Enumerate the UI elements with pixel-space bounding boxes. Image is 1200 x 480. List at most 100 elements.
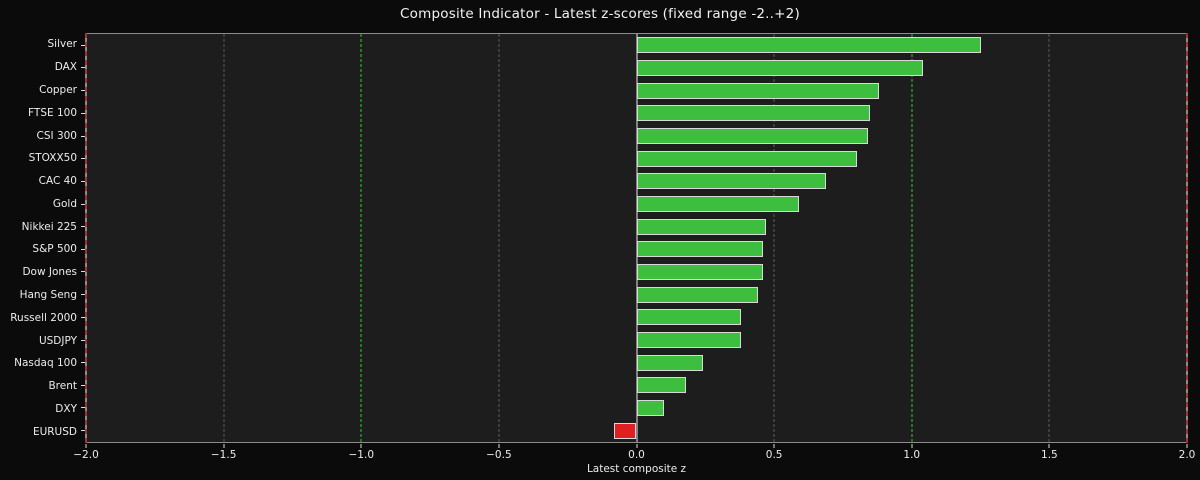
x-tick-mark xyxy=(911,444,913,448)
x-tick-label: 0.5 xyxy=(765,449,783,461)
y-axis-label-eurusd: EURUSD xyxy=(32,425,77,438)
y-tick-mark xyxy=(81,112,85,114)
x-tick-label: −2.0 xyxy=(73,449,99,461)
bar-nasdaq-100 xyxy=(636,354,703,371)
x-tick-mark xyxy=(1186,444,1188,448)
bar-row-usdjpy xyxy=(86,329,1187,352)
bar-russell-2000 xyxy=(636,309,742,326)
bar-row-nikkei-225 xyxy=(86,215,1187,238)
bar-gold xyxy=(636,196,799,212)
y-tick-mark xyxy=(81,407,85,409)
x-tick-mark xyxy=(85,444,87,448)
y-tick-mark xyxy=(81,180,85,182)
bar-row-csi-300 xyxy=(86,125,1187,148)
bar-dax xyxy=(636,60,923,76)
y-tick-mark xyxy=(81,135,85,137)
bar-row-russell-2000 xyxy=(86,306,1187,329)
bar-csi-300 xyxy=(636,128,868,144)
x-tick-label: −1.0 xyxy=(348,449,375,461)
y-axis-label-nasdaq-100: Nasdaq 100 xyxy=(14,357,77,370)
y-tick-mark xyxy=(81,248,85,250)
y-tick-mark xyxy=(81,271,85,273)
y-tick-mark xyxy=(81,67,85,69)
bar-row-ftse-100 xyxy=(86,102,1187,125)
gridline xyxy=(773,34,775,442)
bar-dow-jones xyxy=(636,264,764,280)
y-axis-label-dax: DAX xyxy=(54,61,77,74)
x-tick-label: −0.5 xyxy=(486,449,512,461)
range-limit-line-minus2 xyxy=(85,33,87,443)
y-axis-label-s-p-500: S&P 500 xyxy=(32,243,77,256)
y-axis-label-usdjpy: USDJPY xyxy=(38,334,77,347)
x-tick-mark xyxy=(1048,444,1050,448)
bar-row-cac-40 xyxy=(86,170,1187,193)
x-axis-label: Latest composite z xyxy=(586,463,687,475)
x-tick-label: 0.0 xyxy=(628,449,645,461)
y-tick-mark xyxy=(81,339,85,341)
y-axis-label-hang-seng: Hang Seng xyxy=(19,288,77,301)
chart-title: Composite Indicator - Latest z-scores (f… xyxy=(400,6,800,22)
y-axis-label-gold: Gold xyxy=(52,197,77,210)
bar-layer xyxy=(86,34,1187,442)
bar-nikkei-225 xyxy=(636,218,766,235)
bar-row-stoxx50 xyxy=(86,147,1187,170)
bar-stoxx50 xyxy=(636,150,857,167)
x-tick-label: −1.5 xyxy=(210,449,237,461)
bar-silver xyxy=(636,37,981,54)
x-tick-mark xyxy=(223,444,225,448)
x-tick-mark xyxy=(498,444,500,448)
y-axis-label-ftse-100: FTSE 100 xyxy=(28,106,77,119)
bar-dxy xyxy=(636,400,665,416)
y-axis-label-russell-2000: Russell 2000 xyxy=(10,311,77,324)
bar-row-dax xyxy=(86,57,1187,80)
x-tick-mark xyxy=(360,444,362,448)
bar-row-gold xyxy=(86,193,1187,216)
y-tick-mark xyxy=(81,203,85,205)
x-tick-mark xyxy=(636,444,637,448)
bar-row-copper xyxy=(86,79,1187,102)
y-axis-label-nikkei-225: Nikkei 225 xyxy=(21,220,77,233)
bar-row-eurusd xyxy=(86,419,1187,442)
gridline xyxy=(223,34,225,442)
y-tick-mark xyxy=(81,362,85,364)
y-axis-label-dow-jones: Dow Jones xyxy=(22,266,77,279)
bar-s-p-500 xyxy=(636,241,764,258)
bar-row-s-p-500 xyxy=(86,238,1187,261)
y-axis-label-copper: Copper xyxy=(39,83,77,96)
y-axis-label-brent: Brent xyxy=(48,380,77,393)
bar-row-nasdaq-100 xyxy=(86,351,1187,374)
gridline xyxy=(498,34,500,442)
bar-row-dow-jones xyxy=(86,261,1187,284)
bar-row-silver xyxy=(86,34,1187,57)
gridline xyxy=(1048,34,1050,442)
bar-cac-40 xyxy=(636,173,827,190)
y-axis-label-stoxx50: STOXX50 xyxy=(28,152,77,165)
x-tick-mark xyxy=(773,444,775,448)
y-tick-mark xyxy=(81,158,85,160)
gridline-layer xyxy=(86,34,1187,442)
x-tick-label: 1.0 xyxy=(903,449,921,461)
threshold-line xyxy=(911,34,913,442)
y-tick-mark xyxy=(81,90,85,92)
y-tick-mark xyxy=(81,384,85,386)
bar-usdjpy xyxy=(636,332,742,348)
bar-copper xyxy=(636,82,879,99)
y-axis-label-dxy: DXY xyxy=(55,402,77,415)
zero-line xyxy=(636,34,637,442)
y-axis-label-csi-300: CSI 300 xyxy=(36,129,77,142)
bar-row-dxy xyxy=(86,397,1187,420)
y-tick-mark xyxy=(81,44,85,46)
range-limit-line-plus2 xyxy=(1186,33,1188,443)
threshold-line xyxy=(360,34,362,442)
bar-row-brent xyxy=(86,374,1187,397)
bar-hang-seng xyxy=(636,286,758,303)
y-axis-label-silver: Silver xyxy=(47,38,78,51)
y-axis-labels: Silver DAX Copper FTSE 100 CSI 300 STOXX50 CAC… xyxy=(0,33,77,443)
x-tick-label: 1.5 xyxy=(1041,449,1058,461)
y-tick-mark xyxy=(81,316,85,318)
y-axis-label-cac-40: CAC 40 xyxy=(38,175,77,188)
x-tick-label: 2.0 xyxy=(1178,449,1196,461)
y-tick-mark xyxy=(81,226,85,228)
bar-brent xyxy=(636,377,687,394)
